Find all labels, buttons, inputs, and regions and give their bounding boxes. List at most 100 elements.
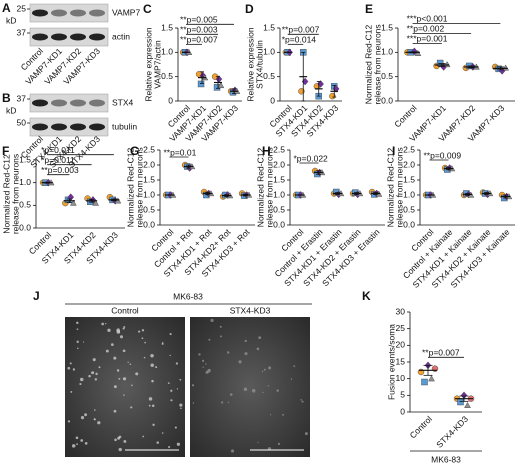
vesicle [148,404,151,407]
vesicle [205,363,207,365]
image-label: STX4-KD3 [230,305,271,315]
y-tick-label: 0.0 [273,219,285,229]
vesicle [116,328,120,332]
blot-band [70,33,86,41]
unit-label: kD [6,15,16,25]
x-tick-label: Control [392,103,419,130]
y-axis-label: STX4/tubulin [254,40,264,89]
vesicle [219,325,222,328]
y-tick-label: 0 [270,95,275,105]
point [464,401,471,408]
y-tick-label: 1.0 [161,47,173,57]
y-axis-label: release from neurons [10,154,20,234]
significance-label: **p=0.009 [424,150,462,160]
significance-label: **p=0.01 [164,147,197,157]
blot-band [70,9,86,17]
panel-label: G [130,144,139,158]
y-tick-label: 1.0 [403,189,415,199]
blot-band [89,123,105,131]
vesicle [84,413,88,417]
vesicle [114,438,117,442]
y-axis-label: VAMP7/actin [152,40,162,89]
vesicle [105,323,107,325]
vesicle [143,356,146,359]
y-axis-label: release from neurons [264,147,274,227]
vesicle [155,366,158,369]
y-tick-label: 1.5 [19,154,31,164]
vesicle [161,342,164,345]
y-tick-label: 10 [396,373,406,383]
y-tick-label: 30 [396,306,406,316]
vesicle [201,359,205,363]
panel-label: J [33,289,40,303]
vesicle [76,328,79,330]
blot-band [51,123,67,131]
vesicle [122,377,127,381]
point [92,199,99,206]
y-axis-label: release from neurons [394,147,404,227]
vesicle [79,382,82,386]
vesicle [113,356,117,360]
y-tick-label: 2.5 [143,144,155,154]
marker-label: 25 [17,3,27,13]
vesicle [67,420,71,423]
vesicle [141,337,144,340]
point [428,375,435,382]
vesicle [97,421,101,425]
vesicle [98,366,101,369]
panel-label: E [365,2,373,16]
y-tick-label: 1.0 [381,47,393,57]
y-tick-label: 5 [400,390,405,400]
panel-label: A [2,1,11,15]
significance-label: ***p<0.001 [407,14,448,24]
y-axis-label: release from neurons [134,147,144,227]
vesicle [119,335,124,339]
vesicle [257,441,259,444]
y-tick-label: 1.5 [143,174,155,184]
vesicle [107,328,111,332]
condition-label: MK6-83 [173,291,203,301]
y-tick-label: 0.5 [273,204,285,214]
vesicle [75,436,79,440]
y-tick-label: 0.5 [381,71,393,81]
vesicle [123,326,126,328]
vesicle [144,341,147,344]
panel-label: F [2,144,9,158]
vesicle [151,404,155,408]
vesicle [301,400,304,403]
blot-strip [29,93,109,113]
vesicle [219,335,222,338]
vesicle [262,391,264,394]
point [436,59,444,67]
vesicle [221,401,224,404]
vesicle [267,385,270,387]
y-tick-label: 1.5 [381,22,393,32]
vesicle [118,447,122,452]
vesicle [226,351,230,354]
point [197,80,205,88]
vesicle [122,327,125,330]
vesicle [230,449,235,453]
y-tick-label: 0.5 [161,71,173,81]
vesicle [156,441,160,444]
y-tick-label: 1.5 [161,22,173,32]
point [414,49,422,56]
y-tick-label: 1.5 [263,22,275,32]
vesicle [80,439,84,442]
vesicle [207,368,211,373]
vesicle [150,353,154,358]
y-axis-label: Normalized Red-C12 [125,148,135,228]
vesicle [180,407,182,410]
band-label: STX4 [112,97,134,107]
y-axis-label: Normalized Red-C12 [255,148,265,228]
vesicle [118,377,121,380]
vesicle [150,363,154,367]
blot-band [89,33,105,41]
y-tick-label: 0.0 [143,219,155,229]
band-label: VAMP7 [112,7,140,17]
vesicle [72,368,76,371]
vesicle [229,393,233,396]
y-tick-label: 1.0 [273,189,285,199]
y-tick-label: 25 [396,323,406,333]
y-tick-label: 0.0 [381,95,393,105]
